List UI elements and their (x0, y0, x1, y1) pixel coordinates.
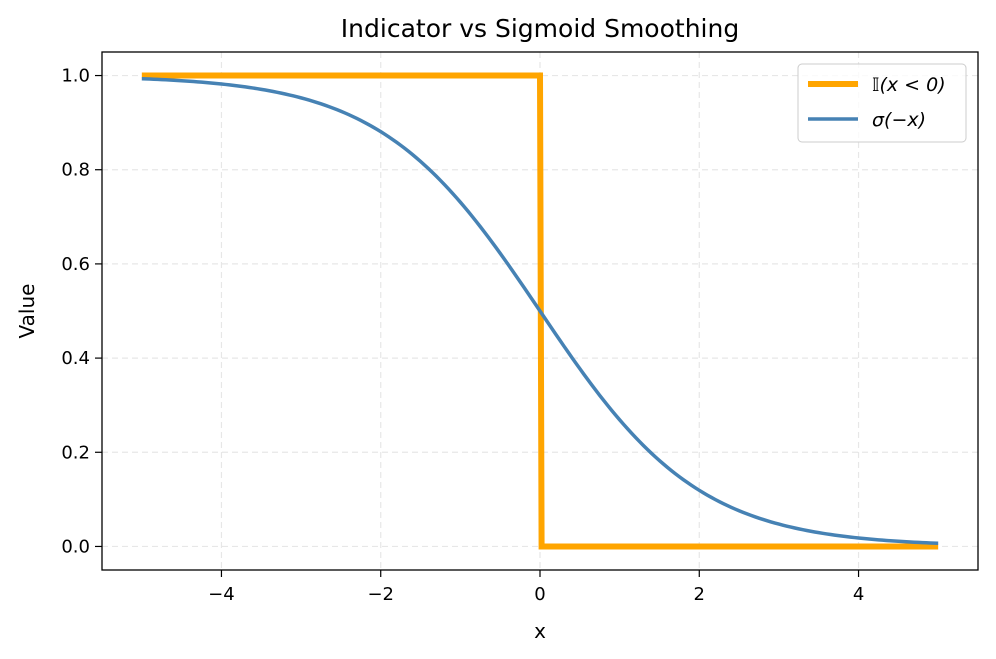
y-tick-label: 0.6 (61, 254, 90, 275)
x-tick-label: 0 (534, 584, 545, 605)
y-tick-label: 0.4 (61, 348, 90, 369)
y-tick-label: 1.0 (61, 66, 90, 87)
y-tick-label: 0.2 (61, 442, 90, 463)
x-tick-label: 2 (694, 584, 705, 605)
legend-label-indicator: 𝕀(x < 0) (872, 74, 946, 96)
x-axis-ticks: −4 −2 0 2 4 (208, 570, 864, 605)
x-tick-label: −2 (367, 584, 394, 605)
x-tick-label: 4 (853, 584, 864, 605)
legend-label-sigmoid: σ(−x) (872, 109, 926, 131)
series-layer (141, 72, 939, 550)
legend: 𝕀(x < 0) σ(−x) (797, 63, 967, 143)
x-tick-label: −4 (208, 584, 235, 605)
y-axis-ticks: 0.0 0.2 0.4 0.6 0.8 1.0 (61, 66, 102, 557)
series-line-sigmoid (141, 76, 939, 546)
x-axis-label: x (534, 619, 546, 643)
y-tick-label: 0.8 (61, 160, 90, 181)
y-axis-label: Value (15, 284, 39, 339)
chart-title: Indicator vs Sigmoid Smoothing (341, 14, 739, 43)
y-tick-label: 0.0 (61, 536, 90, 557)
